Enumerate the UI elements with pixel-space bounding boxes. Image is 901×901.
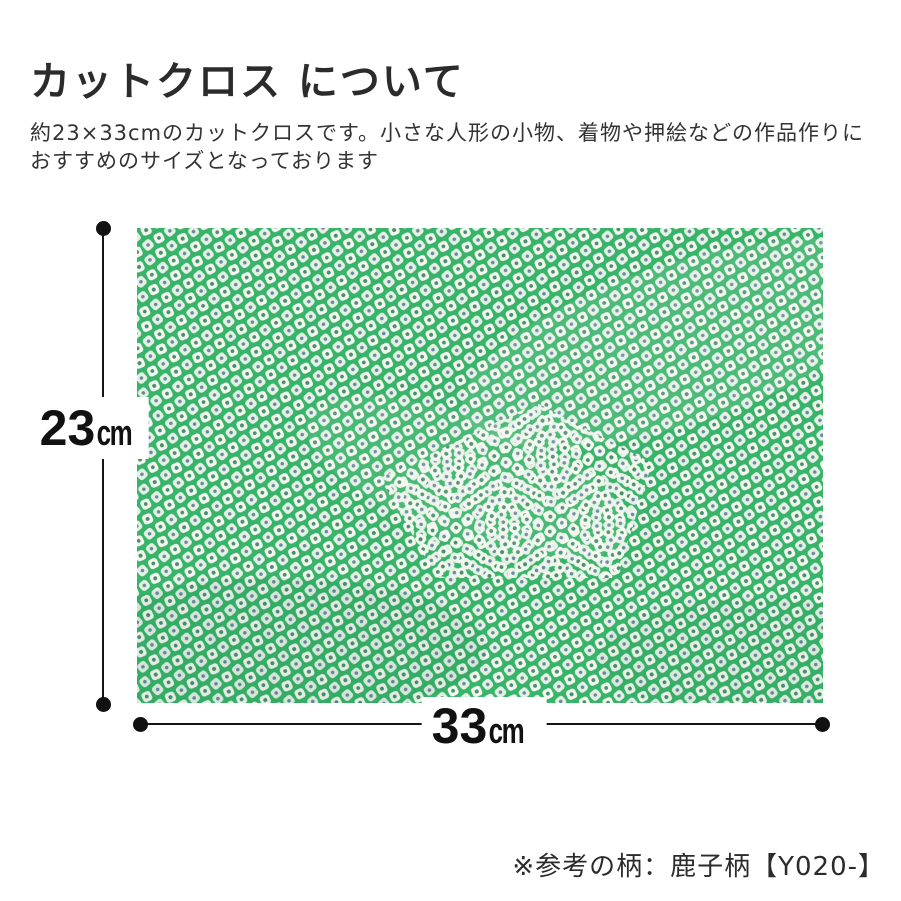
height-dimension-label: 23cm	[35, 397, 149, 459]
description-text: 約23×33cmのカットクロスです。小さな人形の小物、着物や押絵などの作品作りに…	[30, 119, 864, 175]
width-value: 33	[431, 698, 488, 754]
width-dimension-label: 33cm	[421, 697, 547, 755]
fabric-swatch-image	[67, 228, 901, 718]
height-dimension-line	[102, 228, 104, 704]
width-unit: cm	[488, 710, 524, 751]
dimension-endpoint-dot	[96, 697, 111, 712]
dimension-endpoint-dot	[815, 717, 830, 732]
page-title: カットクロス について	[30, 59, 465, 105]
description-line-2: おすすめのサイズとなっております	[30, 149, 380, 173]
kanoko-pattern-svg	[67, 228, 901, 718]
reference-pattern-note: ※参考の柄：鹿子柄【Y020-】	[512, 852, 885, 882]
dimension-endpoint-dot	[96, 221, 111, 236]
height-value: 23	[39, 400, 96, 456]
dimension-endpoint-dot	[133, 717, 148, 732]
description-line-1: 約23×33cmのカットクロスです。小さな人形の小物、着物や押絵などの作品作りに	[30, 121, 864, 145]
height-unit: cm	[96, 412, 132, 453]
